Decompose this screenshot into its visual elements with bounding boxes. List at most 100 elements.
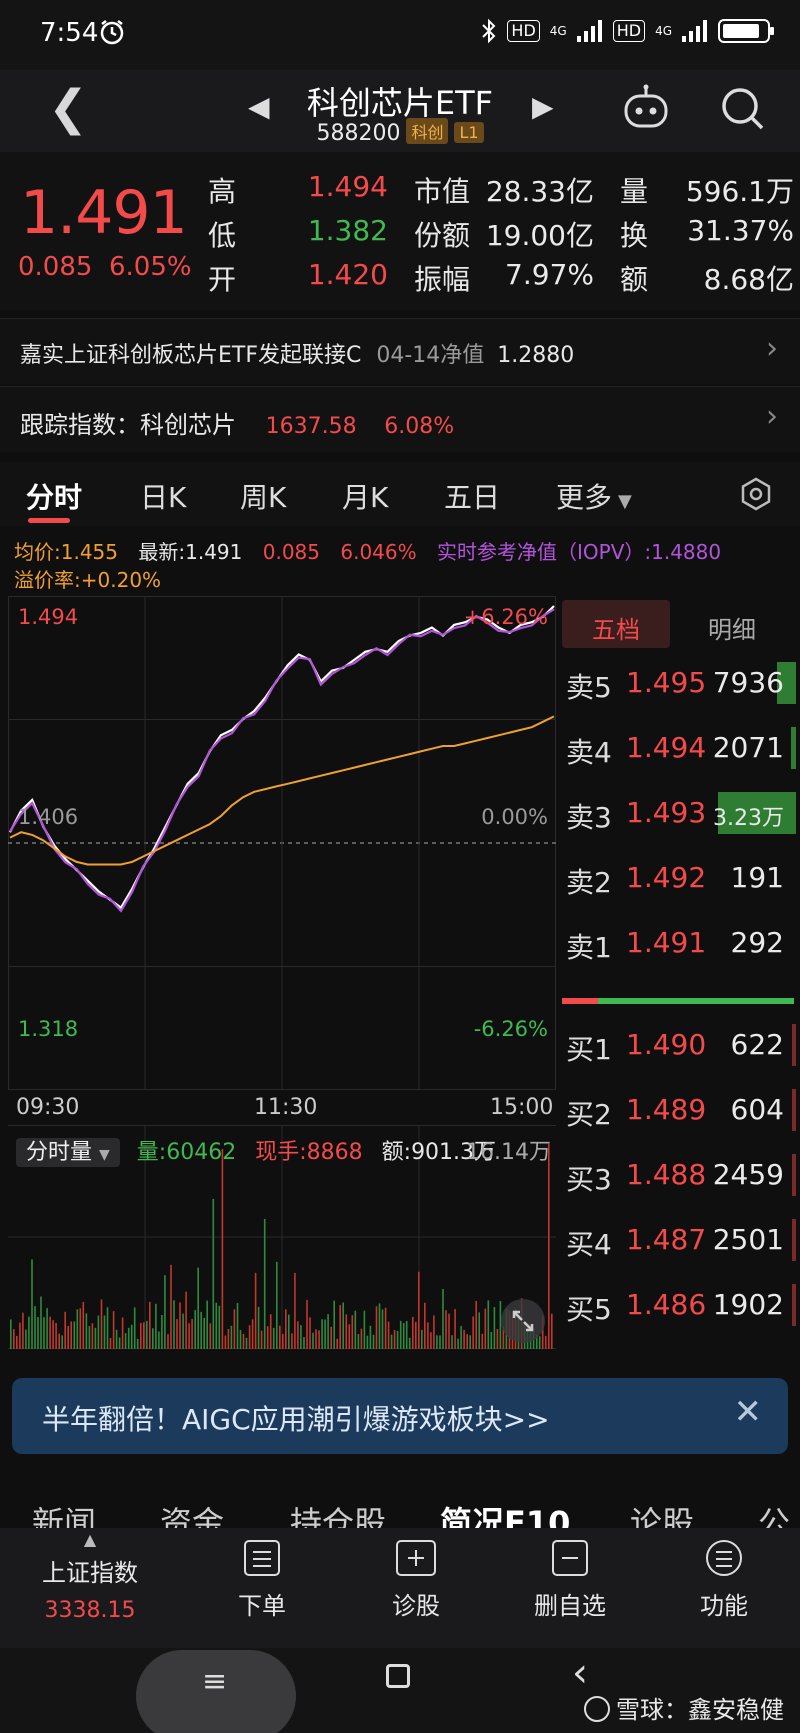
linked-fund-row[interactable]: 嘉实上证科创板芯片ETF发起联接C 04-14净值 1.2880 › <box>0 318 800 384</box>
volume-bar <box>269 1314 272 1349</box>
caret-down-icon: ▼ <box>99 1147 110 1163</box>
assistant-robot-icon[interactable] <box>620 84 672 132</box>
menu-key[interactable]: ≡ <box>136 1650 296 1733</box>
bid-row[interactable]: 买1 1.490 622 <box>560 1016 796 1074</box>
network-type: 4G <box>549 24 567 38</box>
bid-price: 1.486 <box>626 1288 707 1321</box>
bid-row[interactable]: 买2 1.489 604 <box>560 1081 796 1139</box>
volume-bar <box>285 1309 287 1349</box>
tab-intraday[interactable]: 分时 <box>26 481 83 514</box>
volume-bar <box>245 1337 248 1349</box>
tracking-index-value: 1637.58 <box>265 414 357 439</box>
bid-row[interactable]: 买5 1.486 1902 <box>560 1276 796 1334</box>
volume-bar <box>188 1323 190 1349</box>
volume-bar <box>445 1310 447 1349</box>
chart-grid <box>8 596 556 1090</box>
volume-bar <box>384 1307 387 1349</box>
latest-label: 最新: <box>138 540 186 564</box>
watermark-text: 雪球：鑫安稳健 <box>616 1696 784 1724</box>
x-tick-1130: 11:30 <box>254 1095 318 1120</box>
tab-daily-k[interactable]: 日K <box>140 481 187 514</box>
volume-bar <box>127 1327 130 1349</box>
volume-bar <box>257 1306 260 1349</box>
tracking-index-label: 跟踪指数： <box>20 411 140 439</box>
tab-more[interactable]: 更多 ▼ <box>556 476 632 516</box>
bluetooth-icon <box>482 18 496 44</box>
home-icon[interactable] <box>386 1664 410 1688</box>
volume-bar <box>442 1289 444 1349</box>
order-button[interactable]: 下单 <box>192 1540 332 1621</box>
volume-bar <box>182 1313 184 1349</box>
volume-bar <box>140 1322 142 1349</box>
tab-monthly-k[interactable]: 月K <box>342 481 389 514</box>
tracking-index-row[interactable]: 跟踪指数：科创芯片 1637.58 6.08% › <box>0 386 800 452</box>
volume-bar <box>100 1299 103 1349</box>
tab-details[interactable]: 明细 <box>708 616 756 644</box>
amplitude-value: 7.97% <box>505 258 594 291</box>
promo-banner[interactable]: 半年翻倍！AIGC应用潮引爆游戏板块>> ✕ <box>12 1378 788 1454</box>
ask-price: 1.494 <box>626 731 707 764</box>
vol-amount-label: 额: <box>381 1140 412 1165</box>
volume-bar <box>218 1305 221 1349</box>
volume-bar <box>230 1325 233 1349</box>
volume-bar <box>79 1308 82 1349</box>
tab-weekly-k[interactable]: 周K <box>240 481 287 514</box>
network-type-2: 4G <box>655 24 672 38</box>
search-icon[interactable] <box>718 84 766 132</box>
back-icon[interactable]: ❮ <box>48 80 89 136</box>
tab-discussion[interactable]: 论股 <box>630 1504 695 1528</box>
volume-chart[interactable] <box>8 1125 556 1349</box>
volume-bar <box>424 1302 426 1349</box>
expand-chart-icon[interactable] <box>500 1298 546 1344</box>
ask-row[interactable]: 卖4 1.494 2071 <box>560 719 796 777</box>
volume-selector[interactable]: 分时量 ▼ <box>16 1138 120 1167</box>
tab-announcements[interactable]: 公告 <box>758 1504 791 1528</box>
mktcap-label: 市值 <box>414 175 471 208</box>
open-label: 开 <box>208 263 237 296</box>
bid-row[interactable]: 买3 1.488 2459 <box>560 1146 796 1204</box>
volume-bar <box>227 1329 230 1349</box>
hd-badge-2: HD <box>612 20 646 42</box>
functions-button[interactable]: 功能 <box>654 1540 794 1621</box>
index-ticker[interactable]: ▲ 上证指数 3338.15 <box>0 1528 180 1648</box>
tab-holdings[interactable]: 持仓股 <box>290 1504 387 1528</box>
volume-bar <box>179 1302 181 1349</box>
volume-bar <box>158 1331 160 1349</box>
volume-bar <box>551 1313 553 1349</box>
next-stock-icon[interactable]: ▶ <box>532 90 554 123</box>
bid-volume: 1902 <box>712 1288 784 1321</box>
diagnose-button[interactable]: 诊股 <box>346 1540 486 1621</box>
tab-five-levels[interactable]: 五档 <box>562 600 670 648</box>
volume-bar <box>73 1321 76 1349</box>
volume-bar <box>378 1303 381 1349</box>
volume-label: 量 <box>620 175 649 208</box>
active-tab-indicator <box>28 518 70 523</box>
prev-stock-icon[interactable]: ◀ <box>248 90 270 123</box>
tab-five-day[interactable]: 五日 <box>444 481 501 514</box>
ask-row[interactable]: 卖1 1.491 292 <box>560 914 796 972</box>
tab-funds[interactable]: 资金 <box>160 1504 225 1528</box>
close-icon[interactable]: ✕ <box>733 1392 763 1432</box>
volume-bar <box>393 1330 396 1349</box>
volume-bar <box>88 1326 91 1349</box>
tab-f10[interactable]: 简况F10 <box>440 1504 571 1528</box>
volume-bar <box>118 1337 121 1349</box>
ask-row[interactable]: 卖2 1.492 191 <box>560 849 796 907</box>
volume-bar <box>333 1300 335 1349</box>
volume-bar <box>357 1334 360 1349</box>
bid-row[interactable]: 买4 1.487 2501 <box>560 1211 796 1269</box>
ask-row[interactable]: 卖3 1.493 3.23万 <box>560 784 796 842</box>
chart-settings-icon[interactable] <box>738 476 774 512</box>
tab-news[interactable]: 新闻 <box>32 1504 97 1528</box>
bid-price: 1.487 <box>626 1223 707 1256</box>
volume-bar <box>94 1327 97 1349</box>
clock: 7:54 <box>40 18 99 48</box>
volume-bar <box>279 1325 281 1349</box>
volume-bar <box>49 1316 51 1349</box>
intraday-chart[interactable]: 1.494 1.406 1.318 +6.26% 0.00% -6.26% 09… <box>8 596 556 1090</box>
remove-watchlist-button[interactable]: 删自选 <box>500 1540 640 1621</box>
signal-icon <box>576 20 602 42</box>
ask-row[interactable]: 卖5 1.495 7936 <box>560 654 796 712</box>
bid-volume: 2501 <box>712 1223 784 1256</box>
back-nav-icon[interactable]: ‹ <box>572 1650 588 1696</box>
